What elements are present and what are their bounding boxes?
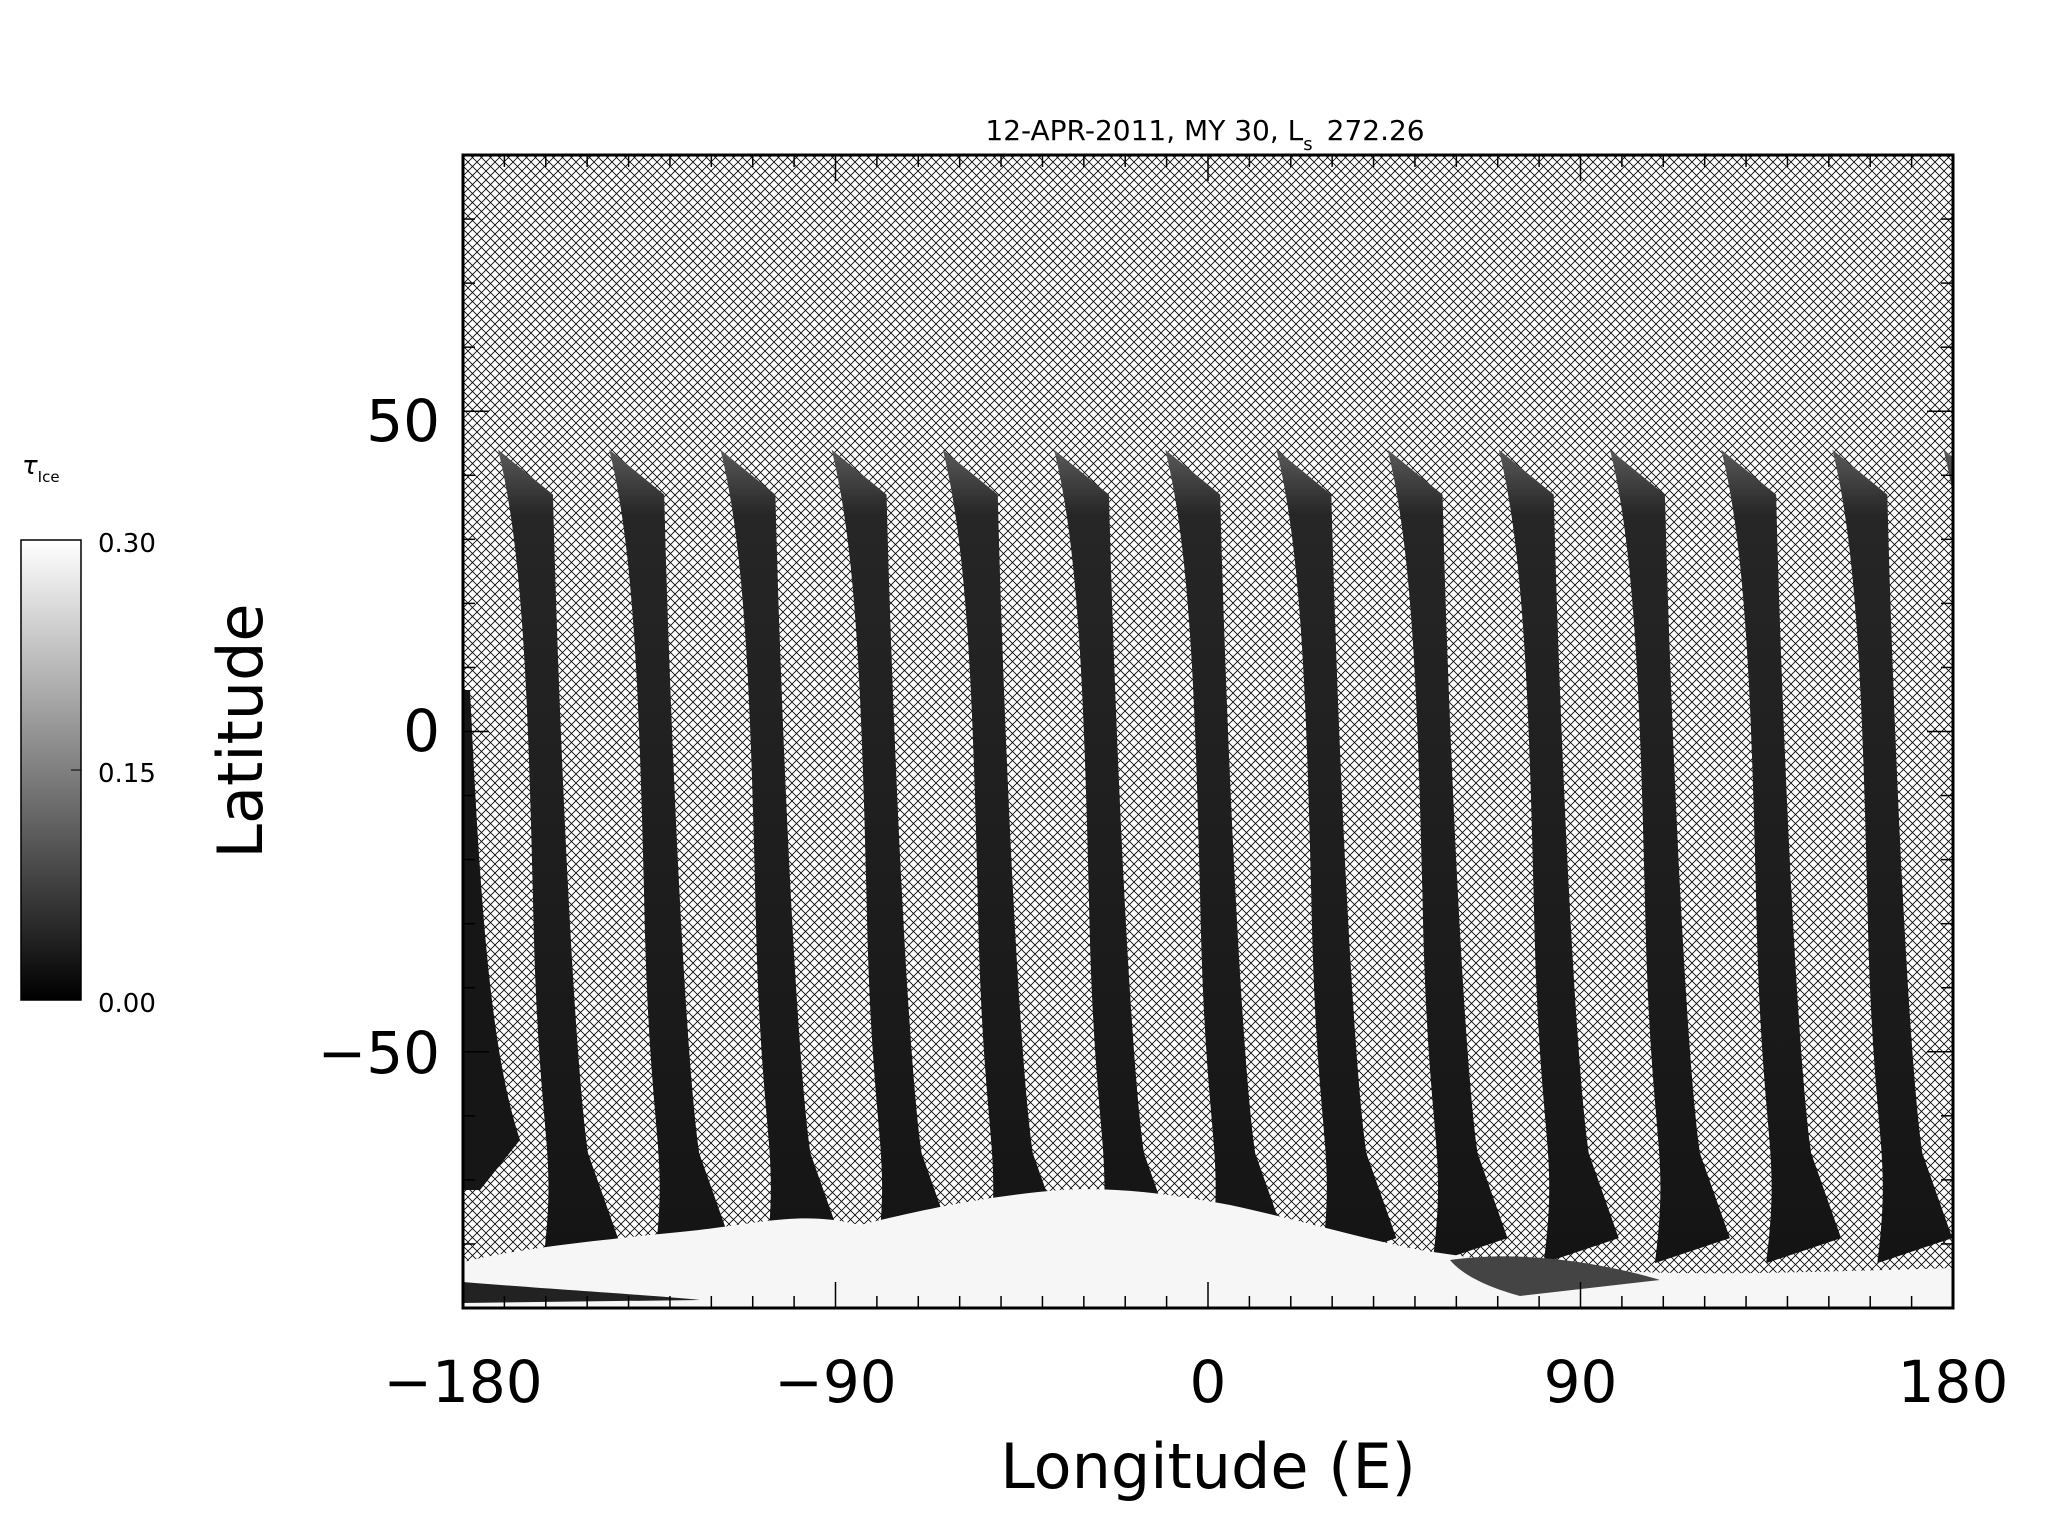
colorbar: τIce 0.30 0.15 0.00 [20,451,156,1019]
map-title: 12-APR-2011, MY 30, Ls 272.26 [985,114,1424,155]
observation-swath [498,449,618,1264]
y-tick-label: 50 [366,387,440,455]
observation-swath [463,690,520,1190]
observation-swath [942,449,1063,1264]
observation-swath [1498,449,1619,1264]
map-plot-area [461,153,1955,1310]
x-tick-label: 0 [1190,1348,1227,1416]
observation-swath [1721,449,1842,1264]
observation-swath [1609,449,1730,1264]
x-tick-label: −180 [383,1348,542,1416]
observation-swath [1387,449,1508,1264]
observation-swath [720,449,841,1264]
observation-swath [831,449,952,1264]
axis-minor-ticks [462,154,1954,1309]
x-axis-label: Longitude (E) [1000,1430,1416,1503]
y-axis-label: Latitude [204,603,277,858]
x-tick-label: −90 [774,1348,896,1416]
colorbar-tick-label: 0.30 [98,529,156,559]
y-axis: 50 0 −50 Latitude [204,387,440,1087]
colorbar-title: τIce [22,451,60,486]
observation-swath [1053,449,1174,1264]
y-tick-label: 0 [403,697,440,765]
x-tick-label: 180 [1898,1348,2009,1416]
observation-swath [1276,449,1397,1264]
observation-swath [1165,449,1286,1264]
observation-swaths [463,449,1953,1264]
observation-swath [1943,449,1953,496]
colorbar-tick-label: 0.00 [98,989,156,1019]
x-tick-label: 90 [1544,1348,1618,1416]
colorbar-tick-label: 0.15 [98,759,156,789]
observation-swath [1832,449,1953,1264]
x-axis: −180 −90 0 90 180 Longitude (E) [383,1348,2008,1503]
y-tick-label: −50 [318,1019,440,1087]
polar-cap [463,1189,1953,1308]
observation-swath [609,449,730,1264]
